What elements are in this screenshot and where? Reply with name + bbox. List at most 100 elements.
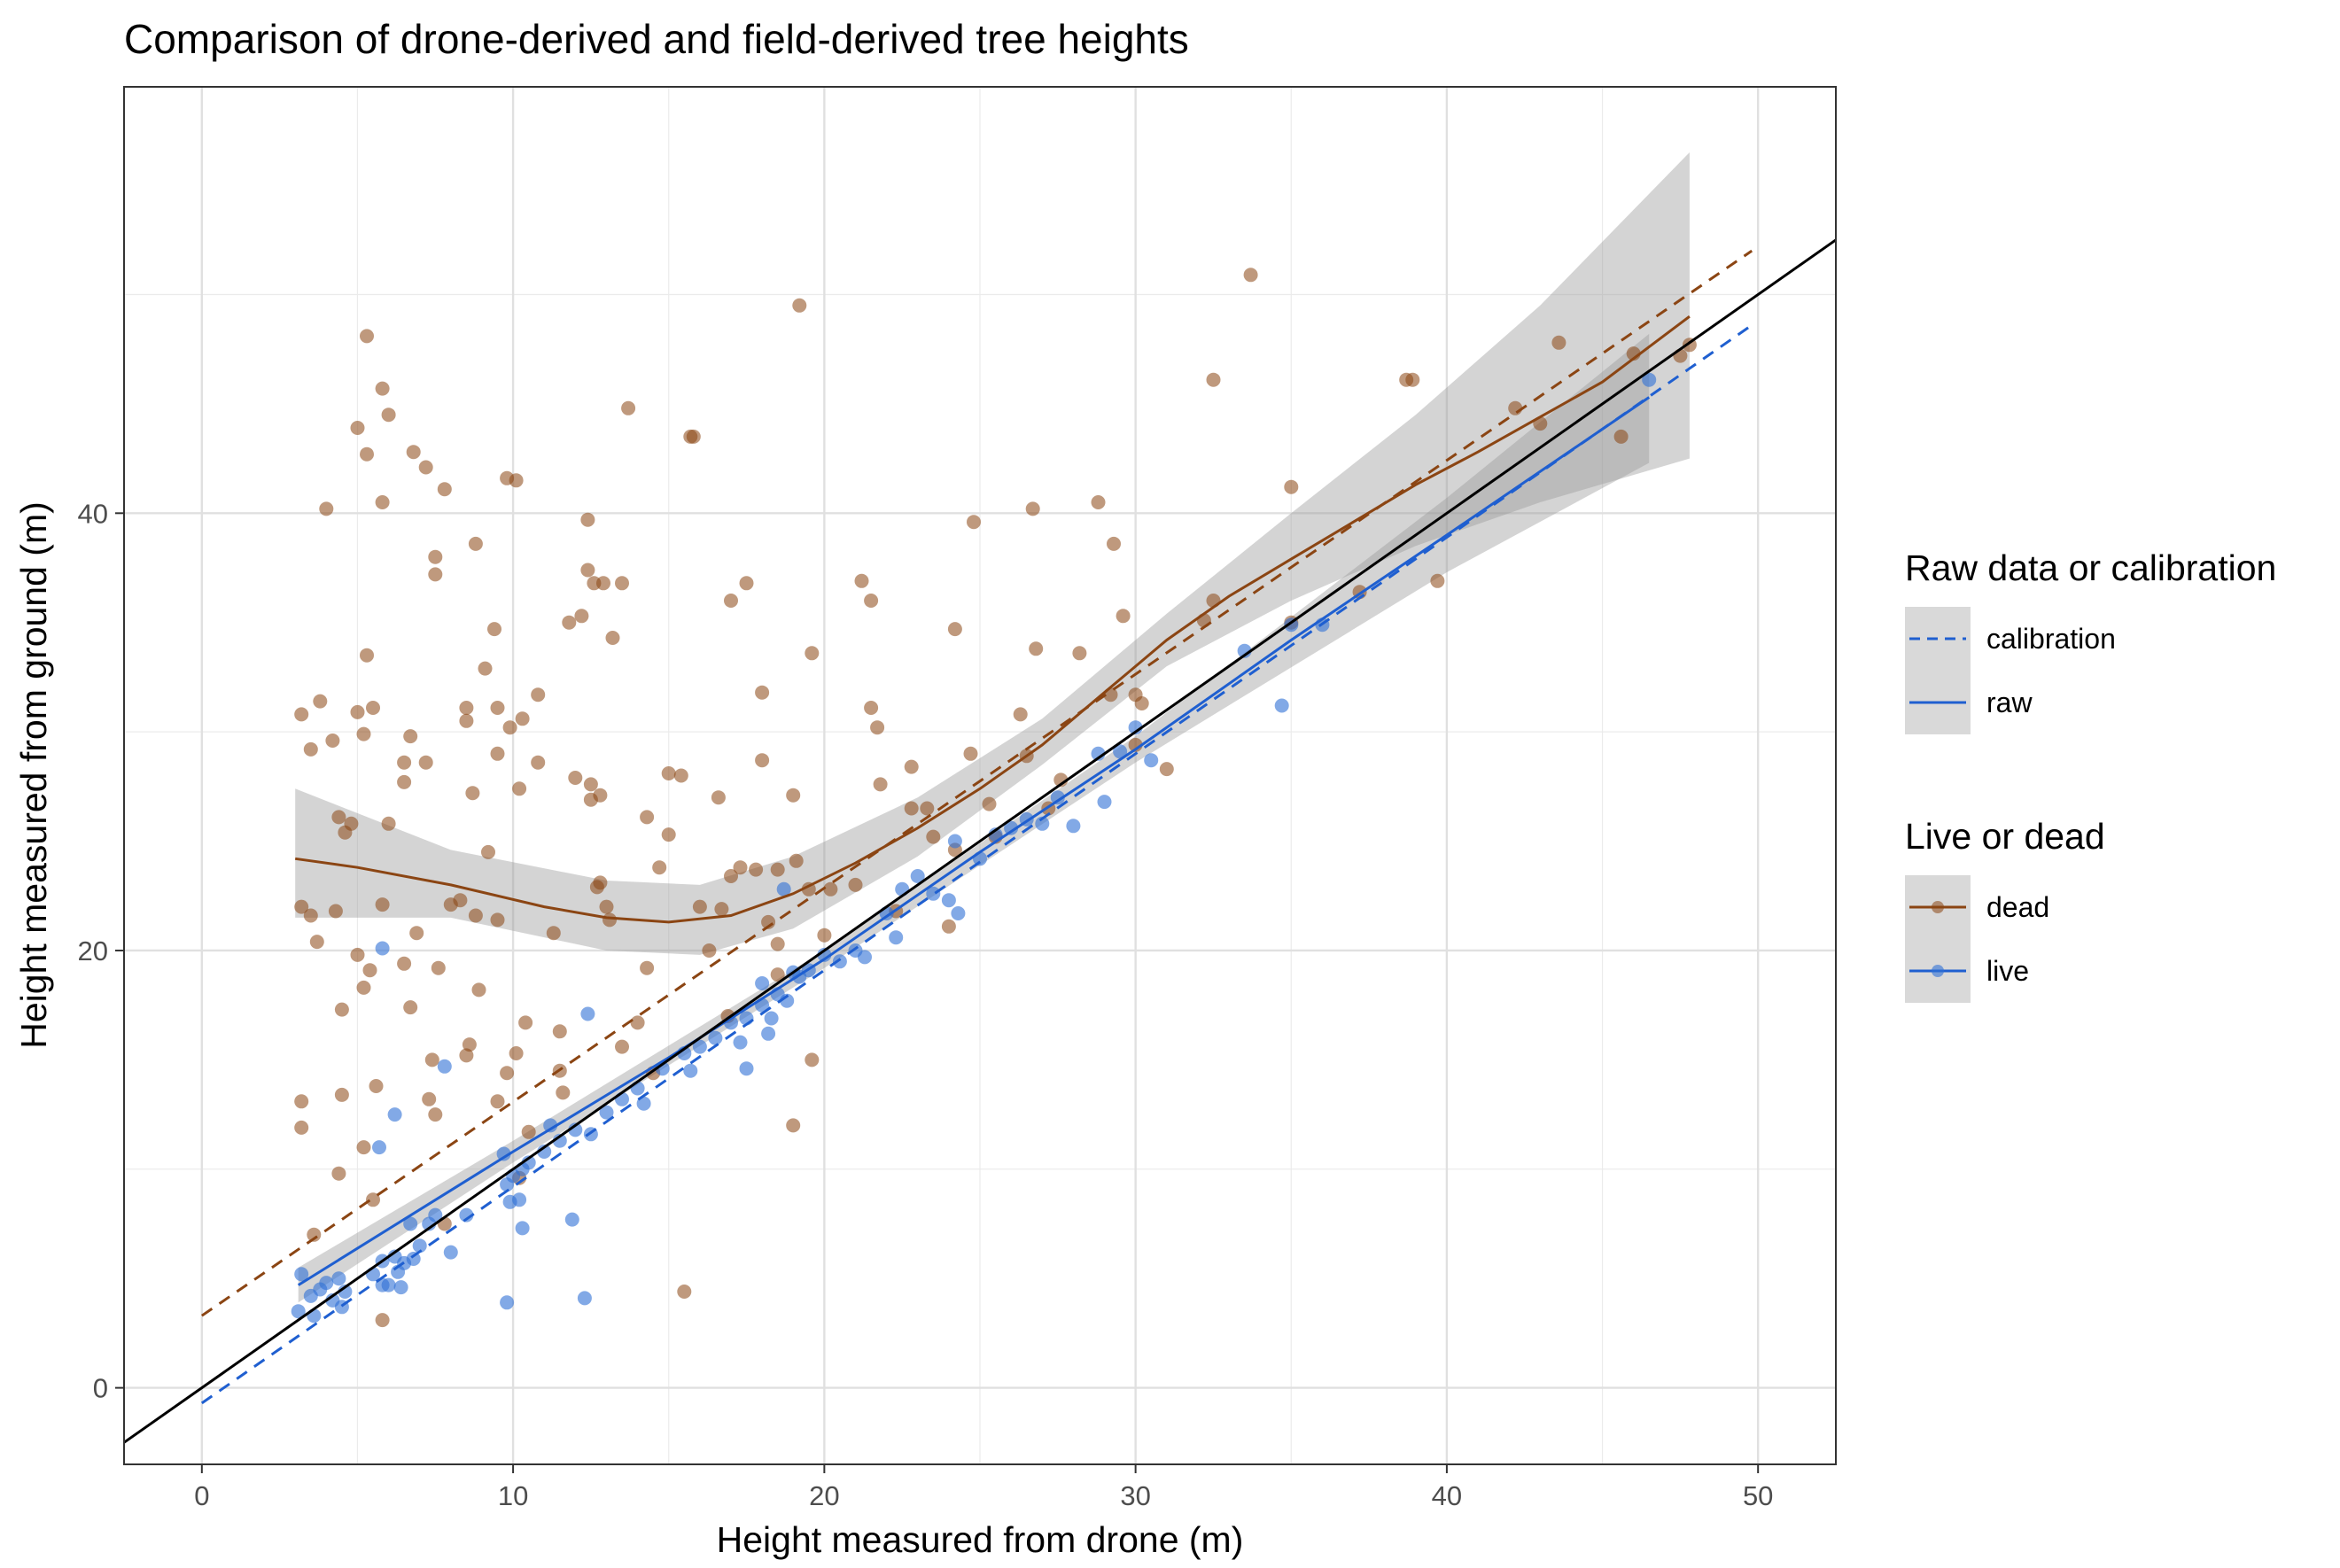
data-point-dead [702,943,717,958]
data-point-dead [490,701,505,715]
data-point-dead [593,875,608,890]
data-point-dead [319,501,334,516]
data-point-dead [673,768,688,783]
data-point-dead [375,495,390,509]
data-point-live [428,1207,443,1223]
data-point-dead [692,899,707,914]
data-point-dead [602,912,617,928]
data-point-dead [711,790,726,805]
data-point-live [500,1295,515,1310]
data-point-live [889,930,904,945]
data-point-live [755,976,770,990]
data-point-live [895,881,910,897]
data-point-dead [350,421,365,435]
data-point-live [552,1133,567,1148]
data-point-dead [397,755,412,770]
data-point-dead [1206,372,1221,387]
data-point-dead [307,1227,322,1242]
data-point-dead [313,694,328,709]
data-point-dead [500,1066,515,1081]
data-point-dead [817,928,832,943]
data-point-dead [770,967,785,982]
data-point-dead [409,926,424,941]
data-point-dead [1551,335,1566,350]
data-point-dead [459,701,474,715]
data-point-dead [428,1107,443,1122]
data-point-dead [303,908,318,923]
x-tick-label: 30 [1120,1480,1150,1511]
data-point-dead [792,298,807,313]
data-point-dead [580,563,595,578]
data-point-live [739,1061,754,1076]
data-point-dead [375,897,390,912]
fit-lines [124,238,1836,1444]
data-point-dead [770,936,785,951]
data-point-dead [381,816,396,831]
data-point-dead [1091,495,1106,509]
data-point-dead [599,899,614,914]
data-point-dead [640,960,655,975]
data-point-dead [397,774,412,789]
data-point-live [543,1118,558,1133]
legend-item-dead: dead [1905,875,2049,939]
data-point-dead [941,919,956,934]
data-point-live [1097,795,1112,810]
data-point-dead [1029,641,1044,656]
data-point-live [406,1252,421,1266]
data-point-live [1050,790,1065,805]
data-point-dead [1013,707,1028,722]
x-axis: 0 10 20 30 40 50 [194,1464,1773,1511]
data-point-live [1144,753,1159,768]
data-point-live [568,1122,583,1137]
data-point-dead [947,622,962,637]
data-point-dead [531,687,546,702]
chart-title: Comparison of drone-derived and field-de… [124,16,1189,62]
data-point-live [307,1308,322,1323]
data-point-dead [331,810,346,825]
data-point-live [338,1285,353,1299]
data-point-live [1128,720,1143,735]
data-point-live [947,834,962,849]
data-point-dead [615,576,629,591]
data-point-dead [294,1094,309,1109]
data-point-dead [580,512,595,527]
data-point-dead [331,1166,346,1181]
data-point-live [817,947,832,962]
data-point-dead [294,707,309,722]
data-point-live [577,1291,592,1306]
data-point-dead [615,1039,629,1054]
data-point-dead [739,576,754,591]
data-point-dead [490,746,505,761]
data-point-live [941,893,956,908]
data-point-dead [926,829,941,844]
data-point-dead [502,720,517,735]
data-point-dead [596,576,610,591]
data-point-dead [303,741,318,757]
data-point-live [1066,819,1081,834]
data-point-live [496,1146,511,1161]
data-point-dead [521,1124,536,1139]
data-point-dead [428,567,443,582]
data-point-dead [366,701,380,715]
data-point-dead [982,796,997,811]
data-point-dead [369,1079,384,1093]
data-point-dead [424,1052,439,1067]
data-point-dead [904,801,919,816]
data-point-dead [724,594,738,608]
data-point-dead [468,908,483,923]
data-point-dead [350,947,365,962]
data-point-live [926,886,941,901]
data-point-live [858,950,872,965]
data-point-live [393,1280,408,1295]
data-point-dead [360,648,374,663]
data-point-live [387,1107,402,1122]
x-tick-label: 50 [1743,1480,1773,1511]
data-point-dead [1405,372,1420,387]
data-point-live [564,1212,579,1227]
data-point-dead [512,781,527,796]
grid-lines [124,87,1836,1464]
data-point-live [437,1059,452,1074]
data-point-live [1237,643,1252,658]
calibration-line-dead [200,249,1753,1317]
data-point-dead [873,777,888,792]
